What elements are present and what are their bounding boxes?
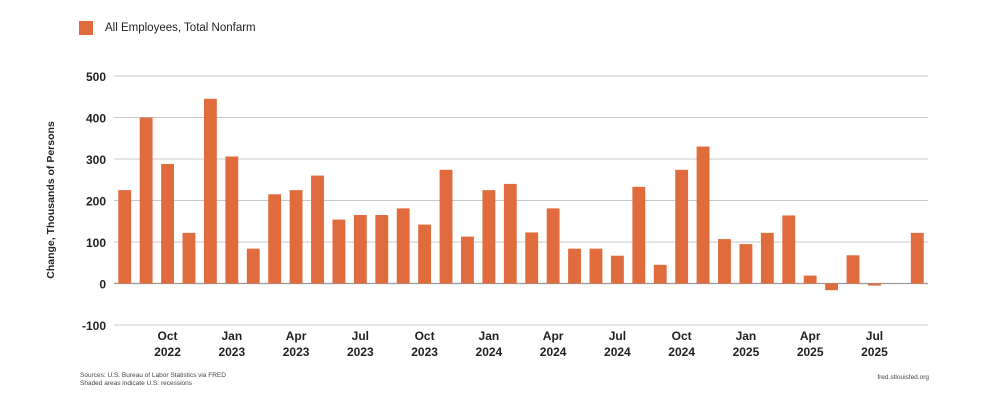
- sources-text: Sources: U.S. Bureau of Labor Statistics…: [80, 372, 226, 379]
- x-tick-year: 2022: [154, 345, 181, 359]
- bar: [225, 156, 239, 284]
- y-tick-label: 0: [99, 278, 106, 292]
- bar: [503, 183, 517, 284]
- x-tick-year: 2025: [797, 345, 824, 359]
- bar: [375, 215, 389, 284]
- bar: [910, 232, 924, 284]
- x-tick-month: Jan: [479, 329, 500, 343]
- bar: [461, 236, 474, 284]
- bar: [353, 215, 367, 284]
- bar: [760, 232, 774, 284]
- y-axis-label: Change, Thousands of Persons: [45, 121, 57, 279]
- x-tick-year: 2024: [668, 345, 695, 359]
- footer-site: fred.stlouisfed.org: [877, 374, 929, 381]
- bar: [718, 239, 731, 284]
- bar: [675, 169, 689, 284]
- bar: [653, 264, 667, 284]
- bar: [525, 232, 539, 284]
- bar: [739, 244, 753, 284]
- bar: [632, 186, 646, 284]
- x-tick-year: 2023: [347, 345, 374, 359]
- bar: [396, 208, 410, 284]
- y-tick-label: 200: [86, 195, 106, 209]
- bar: [846, 255, 860, 284]
- bar: [182, 232, 196, 284]
- x-tick-month: Oct: [415, 329, 435, 343]
- x-tick-month: Apr: [543, 329, 564, 343]
- bar: [696, 146, 710, 284]
- y-tick-label: 500: [86, 70, 106, 84]
- bar: [803, 275, 817, 284]
- x-tick-year: 2023: [411, 345, 438, 359]
- x-tick-year: 2025: [861, 345, 888, 359]
- x-tick-month: Oct: [158, 329, 178, 343]
- x-tick-month: Jul: [352, 329, 369, 343]
- legend-swatch: [79, 21, 93, 35]
- bar: [589, 248, 603, 284]
- bar: [311, 175, 324, 284]
- bar: [868, 283, 881, 286]
- x-tick-month: Oct: [672, 329, 692, 343]
- y-tick-label: 100: [86, 236, 106, 250]
- x-tick-year: 2024: [540, 345, 567, 359]
- x-tick-month: Jan: [736, 329, 757, 343]
- bar: [268, 194, 282, 284]
- legend: All Employees, Total Nonfarm: [79, 21, 256, 35]
- bar: [568, 248, 581, 284]
- x-tick-month: Apr: [286, 329, 307, 343]
- bar: [546, 208, 560, 284]
- x-tick-month: Jul: [609, 329, 626, 343]
- x-tick-month: Jan: [221, 329, 242, 343]
- x-tick-year: 2023: [283, 345, 310, 359]
- x-tick-year: 2023: [218, 345, 245, 359]
- bar: [482, 190, 496, 284]
- x-tick-month: Apr: [800, 329, 821, 343]
- recessions-note: Shaded areas indicate U.S. recessions: [80, 380, 193, 387]
- y-tick-label: 300: [86, 153, 106, 167]
- legend-label: All Employees, Total Nonfarm: [105, 22, 256, 34]
- bar: [118, 190, 132, 284]
- footer-sources: Sources: U.S. Bureau of Labor Statistics…: [80, 372, 226, 388]
- x-tick-year: 2025: [733, 345, 760, 359]
- bar: [203, 98, 217, 284]
- y-tick-label: -100: [82, 319, 106, 333]
- bar: [246, 248, 260, 284]
- bar: [332, 219, 346, 284]
- bar: [439, 169, 453, 284]
- bar: [139, 117, 153, 284]
- x-tick-month: Jul: [866, 329, 883, 343]
- x-tick-year: 2024: [604, 345, 631, 359]
- bar: [418, 224, 432, 284]
- bar: [825, 283, 839, 291]
- y-tick-label: 400: [86, 112, 106, 126]
- bar: [161, 163, 174, 284]
- x-tick-year: 2024: [476, 345, 503, 359]
- bar: [782, 215, 796, 284]
- bar: [289, 190, 303, 284]
- bar: [610, 255, 624, 284]
